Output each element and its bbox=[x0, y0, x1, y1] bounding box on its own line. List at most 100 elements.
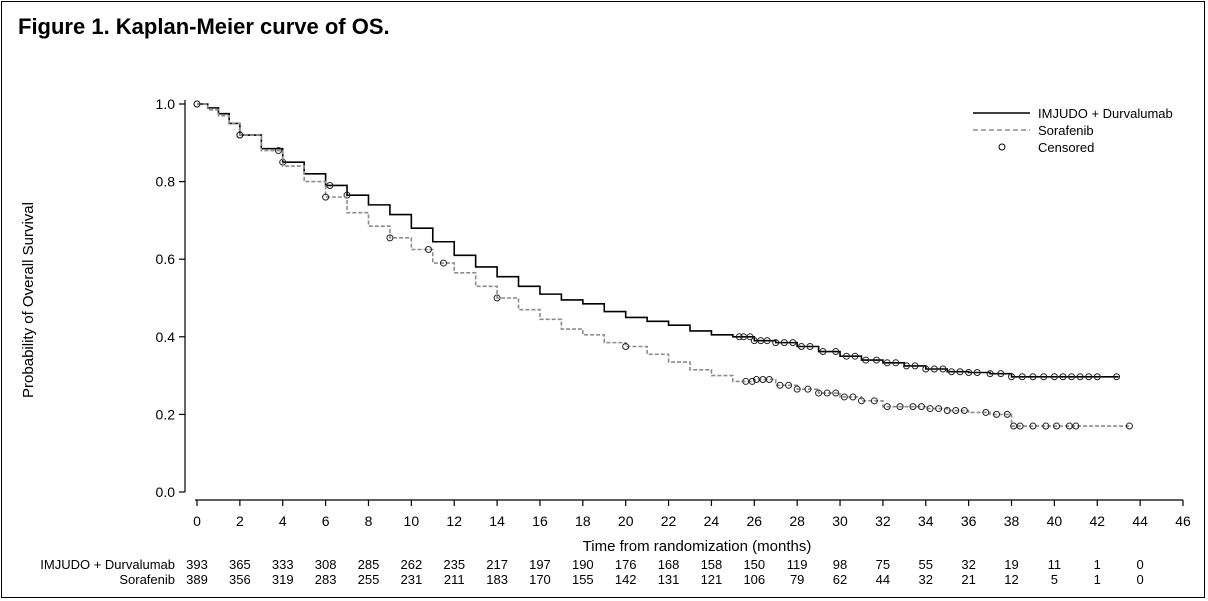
risk-count: 11 bbox=[1048, 557, 1062, 572]
censor-marker bbox=[926, 405, 934, 413]
censor-marker bbox=[883, 359, 891, 367]
risk-count: 1 bbox=[1094, 557, 1101, 572]
censor-marker bbox=[789, 339, 797, 347]
x-axis-label: Time from randomization (months) bbox=[583, 538, 812, 555]
censor-marker bbox=[322, 193, 330, 201]
risk-count: 319 bbox=[272, 572, 294, 587]
risk-count: 235 bbox=[443, 557, 465, 572]
censor-marker bbox=[902, 362, 910, 370]
censor-marker bbox=[883, 403, 891, 411]
censor-marker bbox=[986, 370, 994, 378]
censor-marker bbox=[746, 333, 754, 341]
censor-marker bbox=[1076, 373, 1084, 381]
censor-marker bbox=[1003, 410, 1011, 418]
censor-marker bbox=[997, 370, 1005, 378]
legend: IMJUDO + Durvalumab Sorafenib Censored bbox=[973, 106, 1173, 155]
censor-marker bbox=[1029, 422, 1037, 430]
censor-marker bbox=[842, 352, 850, 360]
censor-marker bbox=[1113, 373, 1121, 381]
censor-marker bbox=[343, 191, 351, 199]
censor-marker bbox=[797, 343, 805, 350]
x-tick-label: 34 bbox=[918, 513, 934, 529]
x-tick-label: 4 bbox=[279, 513, 287, 529]
risk-count: 0 bbox=[1137, 557, 1144, 572]
censor-marker bbox=[1016, 422, 1024, 430]
x-tick-label: 16 bbox=[532, 513, 548, 529]
censor-marker bbox=[917, 403, 925, 411]
risk-count: 365 bbox=[229, 557, 251, 572]
censor-marker bbox=[909, 403, 917, 411]
curve-sorafenib bbox=[197, 103, 1130, 427]
censor-marker bbox=[956, 368, 964, 376]
figure-title: Figure 1. Kaplan-Meier curve of OS. bbox=[18, 14, 390, 39]
censor-marker bbox=[1093, 373, 1101, 381]
legend-censor-marker bbox=[998, 143, 1006, 151]
risk-count: 5 bbox=[1051, 572, 1058, 587]
risk-count: 75 bbox=[876, 557, 890, 572]
x-tick-label: 38 bbox=[1004, 513, 1020, 529]
x-ticks: 0 2 4 6 8 10 12 14 16 18 20 22 24 26 28 30 32 34 36 38 40 42 4… bbox=[193, 500, 1191, 529]
risk-count: 121 bbox=[701, 572, 723, 587]
censor-marker bbox=[493, 294, 501, 302]
risk-count: 12 bbox=[1004, 572, 1018, 587]
risk-count: 262 bbox=[400, 557, 422, 572]
risk-count: 168 bbox=[658, 557, 680, 572]
risk-count: 308 bbox=[315, 557, 337, 572]
censor-marker bbox=[776, 381, 784, 389]
censor-marker bbox=[832, 348, 840, 356]
x-tick-label: 26 bbox=[747, 513, 763, 529]
legend-label-censored: Censored bbox=[1038, 140, 1094, 155]
risk-count: 131 bbox=[658, 572, 680, 587]
censor-marker bbox=[193, 100, 201, 108]
censor-marker bbox=[896, 403, 904, 411]
y-axis-label: Probability of Overall Survival bbox=[20, 202, 37, 398]
censor-marker bbox=[993, 410, 1001, 418]
censor-marker bbox=[960, 407, 968, 415]
risk-count: 176 bbox=[615, 557, 637, 572]
risk-count: 158 bbox=[701, 557, 723, 572]
censor-marker bbox=[386, 234, 394, 242]
risk-count: 150 bbox=[743, 557, 765, 572]
x-tick-label: 12 bbox=[446, 513, 462, 529]
risk-table: IMJUDO + Durvalumab 393 365 333 308 285 262 235… bbox=[40, 557, 1143, 587]
censor-marker bbox=[1018, 373, 1026, 381]
censor-marker bbox=[735, 333, 743, 341]
censor-marker bbox=[862, 356, 870, 364]
risk-count: 98 bbox=[833, 557, 847, 572]
censor-marker bbox=[780, 339, 788, 347]
risk-count: 211 bbox=[444, 572, 465, 587]
risk-count: 231 bbox=[400, 572, 422, 587]
censor-marker bbox=[815, 389, 823, 397]
censor-marker bbox=[930, 365, 938, 373]
censor-marker bbox=[1029, 373, 1037, 381]
x-tick-label: 20 bbox=[618, 513, 634, 529]
x-tick-label: 0 bbox=[193, 513, 201, 529]
censor-marker bbox=[424, 246, 432, 253]
x-tick-label: 42 bbox=[1089, 513, 1105, 529]
censor-marker bbox=[748, 377, 756, 385]
curve-imjudo-durvalumab bbox=[197, 103, 1119, 378]
censor-marker bbox=[793, 385, 801, 393]
x-tick-label: 8 bbox=[365, 513, 373, 529]
risk-count: 255 bbox=[358, 572, 380, 587]
censor-marker bbox=[870, 397, 878, 405]
risk-count: 119 bbox=[787, 557, 808, 572]
y-tick-label: 0.0 bbox=[156, 484, 176, 500]
censor-marker bbox=[1053, 422, 1061, 430]
censor-marker bbox=[236, 131, 244, 139]
x-tick-label: 32 bbox=[875, 513, 891, 529]
y-tick-label: 0.8 bbox=[156, 174, 176, 190]
risk-count: 190 bbox=[572, 557, 594, 572]
censor-marker bbox=[274, 147, 282, 155]
censor-marker bbox=[935, 405, 943, 413]
risk-count: 44 bbox=[876, 572, 890, 587]
censor-marker bbox=[922, 365, 930, 373]
x-tick-label: 30 bbox=[832, 513, 848, 529]
censor-marker bbox=[911, 362, 919, 370]
censor-marker bbox=[892, 359, 900, 367]
censor-marker bbox=[952, 407, 960, 415]
censor-marker bbox=[785, 381, 793, 389]
censor-marker bbox=[832, 389, 840, 397]
censor-marker bbox=[857, 397, 865, 405]
axes bbox=[184, 100, 1183, 501]
